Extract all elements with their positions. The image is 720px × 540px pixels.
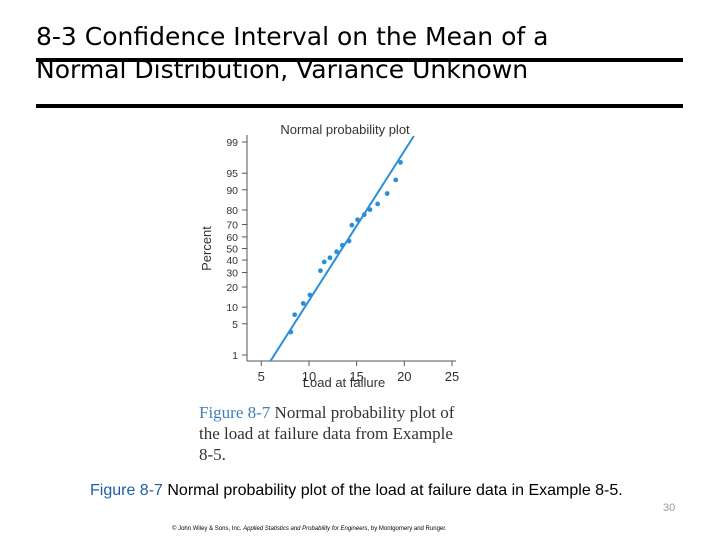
x-tick-label: 10 xyxy=(302,369,316,384)
y-tick-label: 10 xyxy=(226,302,238,314)
x-tick-label: 5 xyxy=(258,369,265,384)
data-point xyxy=(307,292,313,298)
x-tick-label: 25 xyxy=(445,369,459,384)
scanned-figure-caption-label: Figure 8-7 xyxy=(199,403,271,422)
y-tick-label: 50 xyxy=(226,244,238,256)
scanned-figure-caption: Figure 8-7 Normal probability plot of th… xyxy=(199,402,469,465)
x-tick-label: 20 xyxy=(397,369,411,384)
scanned-figure-caption-text: Normal probability plot of the load at f… xyxy=(199,403,455,464)
data-point xyxy=(318,268,323,274)
y-tick-label: 90 xyxy=(226,185,238,197)
x-tick-label: 15 xyxy=(349,369,363,384)
copyright-prefix: © John Wiley & Sons, Inc. xyxy=(172,526,244,532)
data-point xyxy=(339,242,345,248)
data-point xyxy=(292,312,298,318)
data-point xyxy=(288,329,294,335)
y-tick-label: 80 xyxy=(226,205,238,217)
data-point xyxy=(300,301,306,306)
fit-line xyxy=(269,135,415,361)
y-tick-label: 30 xyxy=(226,268,238,280)
figure-caption: Figure 8-7 Normal probability plot of th… xyxy=(90,480,670,501)
title-line-1: 8-3 Confidence Interval on the Mean of a xyxy=(36,22,549,51)
data-point xyxy=(349,222,355,228)
copyright-book-title: Applied Statistics and Probability for E… xyxy=(243,526,368,532)
y-tick-label: 1 xyxy=(232,350,238,362)
title-rule-top xyxy=(36,58,683,62)
data-point xyxy=(327,255,333,261)
y-tick-label: 60 xyxy=(226,232,238,244)
data-point xyxy=(321,259,327,265)
data-point xyxy=(393,177,399,183)
title-rule-bottom xyxy=(36,104,683,108)
y-axis-label: Percent xyxy=(199,226,214,271)
y-tick-label: 99 xyxy=(226,137,238,149)
data-point xyxy=(398,159,403,165)
y-tick-label: 95 xyxy=(226,168,238,180)
y-tick-label: 20 xyxy=(226,282,238,294)
figure-caption-text: Normal probability plot of the load at f… xyxy=(162,482,623,499)
data-point xyxy=(361,212,367,218)
figure-caption-label: Figure 8-7 xyxy=(90,482,163,499)
normal-probability-chart: Normal probability plot15102030405060708… xyxy=(199,122,459,390)
y-tick-label: 70 xyxy=(226,219,238,231)
data-point xyxy=(346,238,352,244)
data-point xyxy=(355,217,361,223)
data-point xyxy=(367,207,373,213)
slide-number: 30 xyxy=(663,502,676,514)
x-axis-label: Load at failure xyxy=(303,375,385,390)
y-tick-label: 5 xyxy=(232,319,238,331)
slide-title: 8-3 Confidence Interval on the Mean of a… xyxy=(36,20,676,86)
copyright-suffix: , by Montgomery and Runger. xyxy=(367,526,447,532)
y-tick-label: 40 xyxy=(226,255,238,267)
data-point xyxy=(334,249,340,255)
chart-title: Normal probability plot xyxy=(280,122,410,137)
data-point xyxy=(384,191,390,196)
copyright-notice: © John Wiley & Sons, Inc. Applied Statis… xyxy=(172,526,447,532)
data-point xyxy=(375,201,381,207)
